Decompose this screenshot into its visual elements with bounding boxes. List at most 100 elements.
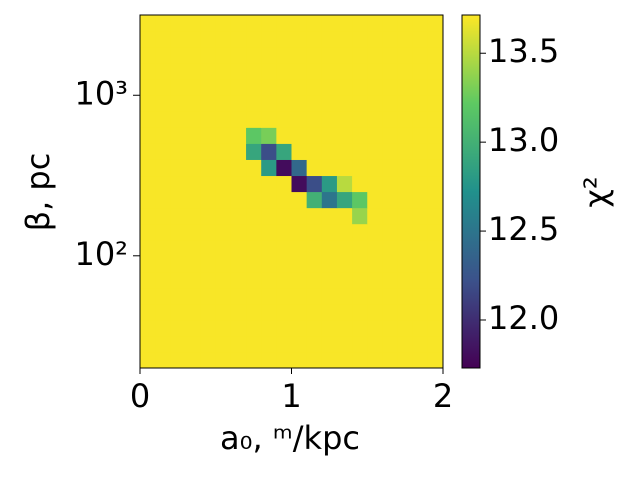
heatmap-cell [170,352,186,369]
heatmap-cell [246,336,262,353]
heatmap-cell [246,95,262,112]
heatmap-cell [412,255,429,273]
x-tick-label: 1 [281,377,301,415]
heatmap-cell [276,191,292,209]
heatmap-cell [261,287,277,305]
heatmap-cell [397,207,414,225]
heatmap-cell [336,191,353,209]
heatmap-cell [291,95,308,112]
heatmap-cell [352,320,368,337]
heatmap-cell [215,223,232,241]
heatmap-cell [261,175,277,193]
heatmap-cell [276,287,292,305]
heatmap-cell [321,255,338,273]
heatmap-cell [291,336,308,353]
heatmap-cell [382,320,399,337]
heatmap-cell [412,127,429,144]
heatmap-cell [336,320,353,337]
heatmap-cell [412,320,429,337]
heatmap-cell [261,15,277,32]
heatmap-cell [336,223,353,241]
heatmap-cell [367,95,383,112]
heatmap-cell [170,31,186,48]
heatmap-cell [261,63,277,80]
heatmap-cell [352,336,368,353]
heatmap-cell [382,271,399,289]
heatmap-cell [276,143,292,160]
colorbar-label: χ² [577,176,615,207]
heatmap-cell [185,255,202,273]
heatmap-cell [140,191,156,209]
heatmap-cell [427,143,444,160]
heatmap-cell [291,31,308,48]
heatmap-cell [336,159,353,177]
heatmap-cell [352,271,368,289]
heatmap-cell [336,79,353,96]
heatmap-cell [382,31,399,48]
heatmap-cell [140,320,156,337]
heatmap-cell [200,111,217,128]
heatmap-cell [276,271,292,289]
heatmap-cell [367,223,383,241]
heatmap-cell [321,352,338,369]
heatmap-cell [291,287,308,305]
heatmap-cell [321,111,338,128]
heatmap-cell [352,223,368,241]
heatmap-cell [427,31,444,48]
heatmap-cell [230,159,247,177]
heatmap-cell [230,63,247,80]
heatmap-cell [170,336,186,353]
heatmap-cell [185,143,202,160]
heatmap-cell [352,191,368,209]
heatmap-cell [382,79,399,96]
heatmap-cell [246,15,262,32]
heatmap-cell [215,143,232,160]
heatmap-cell [382,191,399,209]
heatmap-cell [321,320,338,337]
heatmap-cell [261,191,277,209]
heatmap-cell [170,127,186,144]
heatmap-cell [215,63,232,80]
heatmap-cell [140,15,156,32]
heatmap-cell [246,271,262,289]
heatmap-cell [246,31,262,48]
heatmap-cell [200,47,217,64]
heatmap-cell [306,143,323,160]
heatmap-cell [140,95,156,112]
heatmap-cell [291,303,308,321]
heatmap-cell [246,287,262,305]
heatmap-cell [367,111,383,128]
heatmap-cell [276,239,292,257]
heatmap-cell [200,31,217,48]
heatmap-cell [140,223,156,241]
heatmap-cell [215,31,232,48]
heatmap-cell [261,352,277,369]
heatmap-cell [306,95,323,112]
heatmap-cell [230,31,247,48]
heatmap-cell [306,320,323,337]
heatmap-cell [170,320,186,337]
heatmap-cell [261,31,277,48]
heatmap-cell [321,336,338,353]
heatmap-cell [230,255,247,273]
heatmap-cell [336,303,353,321]
heatmap-cell [397,303,414,321]
heatmap-cell [170,15,186,32]
heatmap-cell [321,79,338,96]
heatmap-cell [352,303,368,321]
heatmap-cell [155,127,171,144]
heatmap-cell [336,15,353,32]
heatmap-cell [427,111,444,128]
heatmap-cell [200,95,217,112]
heatmap-cell [336,175,353,193]
heatmap-cell [382,352,399,369]
heatmap-cell [230,320,247,337]
heatmap-cell [140,255,156,273]
heatmap-cell [412,207,429,225]
heatmap-cell [367,271,383,289]
heatmap-cell [306,127,323,144]
heatmap-cell [155,303,171,321]
heatmap-cell [185,207,202,225]
heatmap-cell [261,223,277,241]
heatmap-cell [367,352,383,369]
